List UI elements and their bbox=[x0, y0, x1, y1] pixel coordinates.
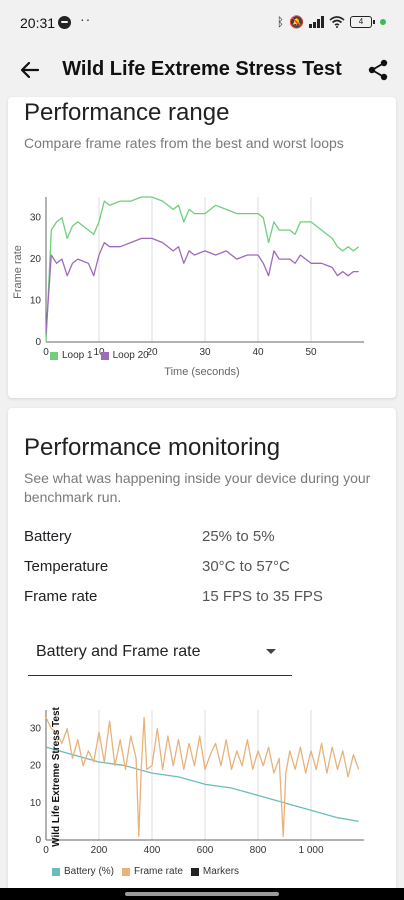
series-line-frame-rate bbox=[45, 716, 360, 837]
chart-legend: Battery (%) Frame rate Markers bbox=[52, 866, 247, 877]
legend-label: Loop 20 bbox=[112, 350, 149, 361]
metric-row-temperature: Temperature 30°C to 57°C bbox=[24, 558, 384, 588]
gesture-nav-bar bbox=[0, 888, 404, 900]
metric-row-frame-rate: Frame rate 15 FPS to 35 FPS bbox=[24, 588, 384, 618]
x-axis-title: Time (seconds) bbox=[164, 366, 239, 378]
y-tick-label: 30 bbox=[30, 724, 42, 735]
dropdown-arrow-icon bbox=[266, 649, 276, 654]
notification-dots: ·· bbox=[80, 11, 92, 27]
x-tick-label: 600 bbox=[197, 845, 214, 856]
metric-row-battery: Battery 25% to 5% bbox=[24, 528, 384, 558]
privacy-indicator-dot bbox=[380, 19, 386, 25]
x-tick-label: 400 bbox=[144, 845, 161, 856]
legend-label: Battery (%) bbox=[64, 866, 115, 877]
back-arrow-icon[interactable] bbox=[16, 56, 44, 84]
legend-swatch bbox=[190, 867, 199, 876]
metric-label: Temperature bbox=[24, 558, 109, 575]
metric-value: 15 FPS to 35 FPS bbox=[202, 588, 323, 605]
mute-icon: 🔕 bbox=[289, 15, 304, 29]
legend-swatch bbox=[50, 351, 58, 360]
x-tick-label: 0 bbox=[43, 347, 49, 358]
y-tick-label: 0 bbox=[35, 835, 41, 846]
x-tick-label: 40 bbox=[252, 347, 264, 358]
y-tick-label: 10 bbox=[30, 296, 42, 307]
metrics-list: Battery 25% to 5% Temperature 30°C to 57… bbox=[24, 528, 384, 618]
legend-swatch bbox=[100, 351, 109, 360]
x-tick-label: 10 bbox=[93, 347, 105, 358]
series-line-battery bbox=[45, 746, 359, 823]
monitoring-chart: 0 200 400 600 800 1 000 0 10 20 30 Wild Life Extr… bbox=[30, 706, 364, 856]
performance-monitoring-card: Performance monitoring See what was happ… bbox=[8, 408, 396, 900]
metric-value: 25% to 5% bbox=[202, 528, 275, 545]
y-tick-label: 0 bbox=[35, 337, 41, 348]
performance-range-title: Performance range bbox=[24, 99, 230, 126]
app-bar: Wild Life Extreme Stress Test bbox=[0, 46, 404, 94]
y-axis-title: Frame rate bbox=[12, 245, 24, 299]
x-tick-label: 0 bbox=[43, 845, 49, 856]
home-indicator[interactable] bbox=[125, 892, 279, 896]
x-tick-label: 1 000 bbox=[298, 845, 323, 856]
messenger-icon bbox=[58, 16, 71, 29]
legend-item-loop1[interactable]: Loop 1 bbox=[50, 350, 93, 361]
legend-label: Loop 1 bbox=[62, 350, 93, 361]
metric-label: Battery bbox=[24, 528, 72, 545]
legend-swatch bbox=[122, 867, 131, 876]
y-tick-label: 20 bbox=[30, 761, 42, 772]
series-line-loop-1 bbox=[45, 196, 360, 343]
performance-monitoring-title: Performance monitoring bbox=[24, 434, 281, 461]
legend-label: Markers bbox=[202, 866, 240, 877]
wifi-icon bbox=[329, 16, 345, 28]
metric-label: Frame rate bbox=[24, 588, 98, 605]
performance-range-card: Performance range Compare frame rates fr… bbox=[8, 97, 396, 398]
x-tick-label: 800 bbox=[250, 845, 267, 856]
legend-item-loop20[interactable]: Loop 20 bbox=[100, 350, 149, 361]
share-icon[interactable] bbox=[364, 56, 392, 84]
legend-swatch bbox=[52, 867, 60, 876]
legend-item-battery[interactable]: Battery (%) bbox=[52, 866, 114, 877]
battery-icon: 4 bbox=[350, 16, 375, 28]
status-icons: ᛒ 🔕 4 bbox=[277, 14, 386, 30]
page-title: Wild Life Extreme Stress Test bbox=[62, 58, 342, 80]
performance-monitoring-description: See what was happening inside your devic… bbox=[24, 470, 371, 505]
y-axis-title: Wild Life Extreme Stress Test bbox=[51, 706, 62, 846]
metric-value: 30°C to 57°C bbox=[202, 558, 290, 575]
y-tick-label: 30 bbox=[30, 213, 42, 224]
x-tick-label: 200 bbox=[91, 845, 108, 856]
y-tick-label: 10 bbox=[30, 798, 42, 809]
dropdown-selected-value: Battery and Frame rate bbox=[36, 643, 201, 660]
signal-icon bbox=[309, 16, 324, 28]
chart-legend: Loop 1 Loop 20 bbox=[50, 350, 157, 361]
x-tick-label: 50 bbox=[305, 347, 317, 358]
x-tick-label: 30 bbox=[199, 347, 211, 358]
legend-item-frame-rate[interactable]: Frame rate bbox=[122, 866, 183, 877]
legend-label: Frame rate bbox=[134, 866, 183, 877]
y-tick-label: 20 bbox=[30, 254, 42, 265]
status-time: 20:31 bbox=[20, 15, 56, 31]
status-bar: 20:31 ·· ᛒ 🔕 4 bbox=[0, 0, 404, 46]
bluetooth-icon: ᛒ bbox=[276, 15, 285, 29]
x-tick-label: 20 bbox=[146, 347, 158, 358]
chart-metric-dropdown[interactable]: Battery and Frame rate bbox=[28, 636, 292, 676]
performance-range-description: Compare frame rates from the best and wo… bbox=[24, 135, 344, 151]
series-line-loop-20 bbox=[45, 237, 359, 334]
frame-rate-chart: 0 10 20 30 40 50 0 10 20 30 Frame rate Time (seco… bbox=[12, 196, 364, 378]
legend-item-markers[interactable]: Markers bbox=[190, 866, 240, 877]
